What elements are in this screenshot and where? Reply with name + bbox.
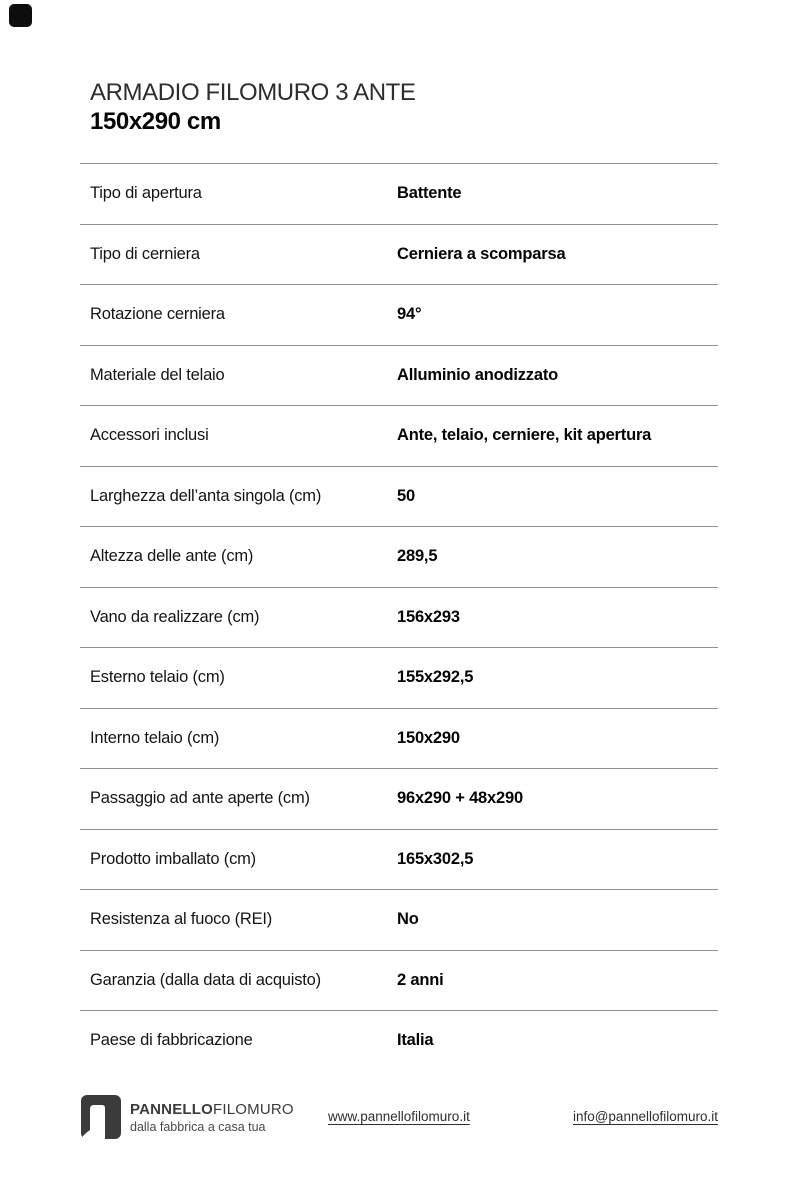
spec-value: Cerniera a scomparsa	[397, 244, 566, 263]
brand-name-bold: PANNELLO	[130, 1101, 213, 1118]
spec-label: Paese di fabbricazione	[90, 1031, 253, 1050]
spec-label: Rotazione cerniera	[90, 305, 225, 324]
spec-label: Resistenza al fuoco (REI)	[90, 910, 273, 929]
corner-mark	[9, 4, 32, 27]
spec-label: Altezza delle ante (cm)	[90, 547, 254, 566]
spec-label: Larghezza dell’anta singola (cm)	[90, 486, 322, 505]
spec-row-paese: Paese di fabbricazione Italia	[80, 1010, 718, 1071]
spec-value: 155x292,5	[397, 668, 474, 687]
spec-row-rotazione-cerniera: Rotazione cerniera 94°	[80, 284, 718, 345]
spec-label: Prodotto imballato (cm)	[90, 849, 256, 868]
spec-row-resistenza-fuoco: Resistenza al fuoco (REI) No	[80, 889, 718, 950]
spec-label: Tipo di apertura	[90, 184, 202, 203]
spec-value: Battente	[397, 184, 462, 203]
spec-value: 2 anni	[397, 970, 444, 989]
spec-row-esterno-telaio: Esterno telaio (cm) 155x292,5	[80, 647, 718, 708]
spec-value: 165x302,5	[397, 849, 474, 868]
spec-label: Interno telaio (cm)	[90, 728, 220, 747]
spec-row-prodotto-imballato: Prodotto imballato (cm) 165x302,5	[80, 828, 718, 890]
spec-row-accessori: Accessori inclusi Ante, telaio, cerniere…	[80, 405, 718, 466]
spec-row-garanzia: Garanzia (dalla data di acquisto) 2 anni	[80, 949, 718, 1011]
spec-value: Ante, telaio, cerniere, kit apertura	[397, 426, 652, 445]
spec-row-larghezza-anta: Larghezza dell’anta singola (cm) 50	[80, 465, 718, 527]
spec-row-materiale-telaio: Materiale del telaio Alluminio anodizzat…	[80, 344, 718, 406]
brand-logo: PANNELLOFILOMURO dalla fabbrica a casa t…	[81, 1095, 294, 1139]
spec-label: Accessori inclusi	[90, 426, 209, 445]
spec-value: 96x290 + 48x290	[397, 789, 523, 808]
spec-row-tipo-apertura: Tipo di apertura Battente	[80, 163, 718, 224]
spec-label: Esterno telaio (cm)	[90, 668, 225, 687]
spec-table: Tipo di apertura Battente Tipo di cernie…	[80, 163, 718, 1071]
spec-row-altezza-ante: Altezza delle ante (cm) 289,5	[80, 526, 718, 587]
spec-value: Alluminio anodizzato	[397, 365, 558, 384]
product-size: 150x290 cm	[90, 108, 221, 135]
brand-text: PANNELLOFILOMURO dalla fabbrica a casa t…	[130, 1095, 294, 1135]
spec-row-interno-telaio: Interno telaio (cm) 150x290	[80, 707, 718, 769]
page-header: ARMADIO FILOMURO 3 ANTE 150x290 cm	[90, 78, 416, 136]
product-title: ARMADIO FILOMURO 3 ANTE	[90, 79, 416, 106]
spec-row-vano: Vano da realizzare (cm) 156x293	[80, 586, 718, 648]
spec-value: 150x290	[397, 728, 460, 747]
spec-label: Vano da realizzare (cm)	[90, 607, 260, 626]
brand-name-light: FILOMURO	[213, 1101, 294, 1118]
spec-value: No	[397, 910, 419, 929]
spec-label: Garanzia (dalla data di acquisto)	[90, 970, 321, 989]
spec-value: 94°	[397, 305, 422, 324]
spec-label: Passaggio ad ante aperte (cm)	[90, 789, 310, 808]
door-frame-logo-icon	[81, 1095, 121, 1139]
spec-value: 289,5	[397, 547, 438, 566]
spec-value: Italia	[397, 1031, 434, 1050]
spec-row-passaggio: Passaggio ad ante aperte (cm) 96x290 + 4…	[80, 768, 718, 829]
spec-label: Materiale del telaio	[90, 365, 225, 384]
website-link[interactable]: www.pannellofilomuro.it	[328, 1109, 470, 1124]
email-link[interactable]: info@pannellofilomuro.it	[572, 1109, 718, 1124]
brand-name: PANNELLOFILOMURO	[130, 1102, 294, 1118]
spec-label: Tipo di cerniera	[90, 244, 200, 263]
brand-tagline: dalla fabbrica a casa tua	[130, 1120, 266, 1134]
footer: PANNELLOFILOMURO dalla fabbrica a casa t…	[0, 1095, 800, 1155]
spec-value: 50	[397, 486, 415, 505]
spec-value: 156x293	[397, 607, 460, 626]
spec-row-tipo-cerniera: Tipo di cerniera Cerniera a scomparsa	[80, 223, 718, 285]
